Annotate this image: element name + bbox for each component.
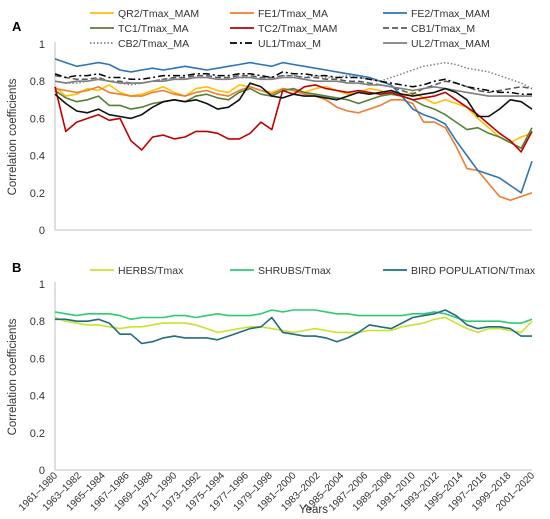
panel-b-y-label: Correlation coefficients: [7, 318, 19, 435]
series-line-ul1-tmax-m: [54, 71, 532, 95]
panel-b-series: [54, 309, 533, 345]
legend-label-tc2-tmax-mam: TC2/Tmax_MAM: [258, 23, 337, 35]
legend-label-cb2-tmax-ma: CB2/Tmax_MA: [118, 38, 189, 50]
panel-b-y-tick-label: 1: [39, 279, 45, 291]
series-line-fe1-tmax-ma: [54, 86, 533, 201]
series-line-cb2-tmax-ma: [54, 61, 533, 90]
legend-label-tc1-tmax-ma: TC1/Tmax_MA: [118, 23, 189, 35]
panel-a-y-tick-label: 0.6: [30, 113, 45, 125]
panel-a-plot: 0 0.2 0.4 0.6 0.8 1: [30, 39, 533, 237]
panel-a-y-tick-label: 0: [39, 225, 45, 237]
series-line-shrubs-tmax: [54, 309, 533, 324]
legend-label-ul1-tmax-m: UL1/Tmax_M: [258, 38, 321, 50]
panel-a-y-ticks: 0 0.2 0.4 0.6 0.8 1: [30, 39, 45, 237]
panel-a-y-tick-label: 0.2: [30, 188, 45, 200]
legend-label-herbs-tmax: HERBS/Tmax: [118, 265, 184, 277]
series-line-herbs-tmax: [54, 316, 533, 334]
x-tick-labels: 1961–19801963–19821965–19841967–19861969…: [17, 470, 537, 513]
legend-label-cb1-tmax-m: CB1/Tmax_M: [411, 23, 475, 35]
panel-a-y-tick-label: 0.4: [30, 151, 45, 163]
series-line-ul2-tmax-mam: [54, 76, 532, 97]
panel-a-y-label: Correlation coefficients: [7, 78, 19, 195]
panel-a-label: A: [12, 19, 22, 34]
panel-b-y-tick-label: 0.8: [30, 316, 45, 328]
panel-b-y-tick-label: 0: [39, 465, 45, 477]
panel-b-y-tick-label: 0.2: [30, 428, 45, 440]
panel-a-series: [54, 58, 533, 201]
series-line-tc1-tmax-ma: [54, 87, 533, 149]
panel-b-plot: 0 0.2 0.4 0.6 0.8 1: [30, 279, 533, 477]
legend-label-ul2-tmax-mam: UL2/Tmax_MAM: [411, 38, 490, 50]
panel-a-y-tick-label: 1: [39, 39, 45, 51]
panel-b-y-tick-label: 0.6: [30, 353, 45, 365]
legend-label-fe2-tmax-mam: FE2/Tmax_MAM: [411, 8, 490, 20]
legend-label-qr2-tmax-mam: QR2/Tmax_MAM: [118, 8, 199, 20]
series-line-fe2-tmax-mam: [54, 58, 533, 194]
panel-b-y-tick-label: 0.4: [30, 391, 45, 403]
series-line-series: [54, 82, 533, 120]
panel-b-label: B: [12, 260, 21, 275]
series-line-bird-population-tmax: [55, 309, 532, 345]
panel-b-legend: HERBS/Tmax SHRUBS/Tmax BIRD POPULATION/Tma…: [90, 265, 536, 277]
panel-a-y-tick-label: 0.8: [30, 76, 45, 88]
x-axis-label: Years: [299, 504, 328, 516]
legend-label-shrubs-tmax: SHRUBS/Tmax: [258, 265, 332, 277]
panel-a-legend: QR2/Tmax_MAM FE1/Tmax_MA FE2/Tmax_MAM TC1/T…: [90, 8, 490, 50]
legend-label-bird-population-tmax: BIRD POPULATION/Tmax: [411, 265, 536, 277]
legend-label-fe1-tmax-ma: FE1/Tmax_MA: [258, 8, 328, 20]
panel-b-y-ticks: 0 0.2 0.4 0.6 0.8 1: [30, 279, 45, 477]
